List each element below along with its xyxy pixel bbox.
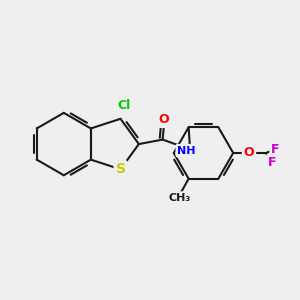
- Text: NH: NH: [177, 146, 196, 156]
- Text: F: F: [271, 143, 280, 156]
- Text: O: O: [244, 146, 254, 160]
- Text: Cl: Cl: [117, 99, 130, 112]
- Text: F: F: [268, 156, 276, 169]
- Text: CH₃: CH₃: [169, 193, 191, 203]
- Text: S: S: [116, 162, 125, 176]
- Text: O: O: [159, 113, 170, 126]
